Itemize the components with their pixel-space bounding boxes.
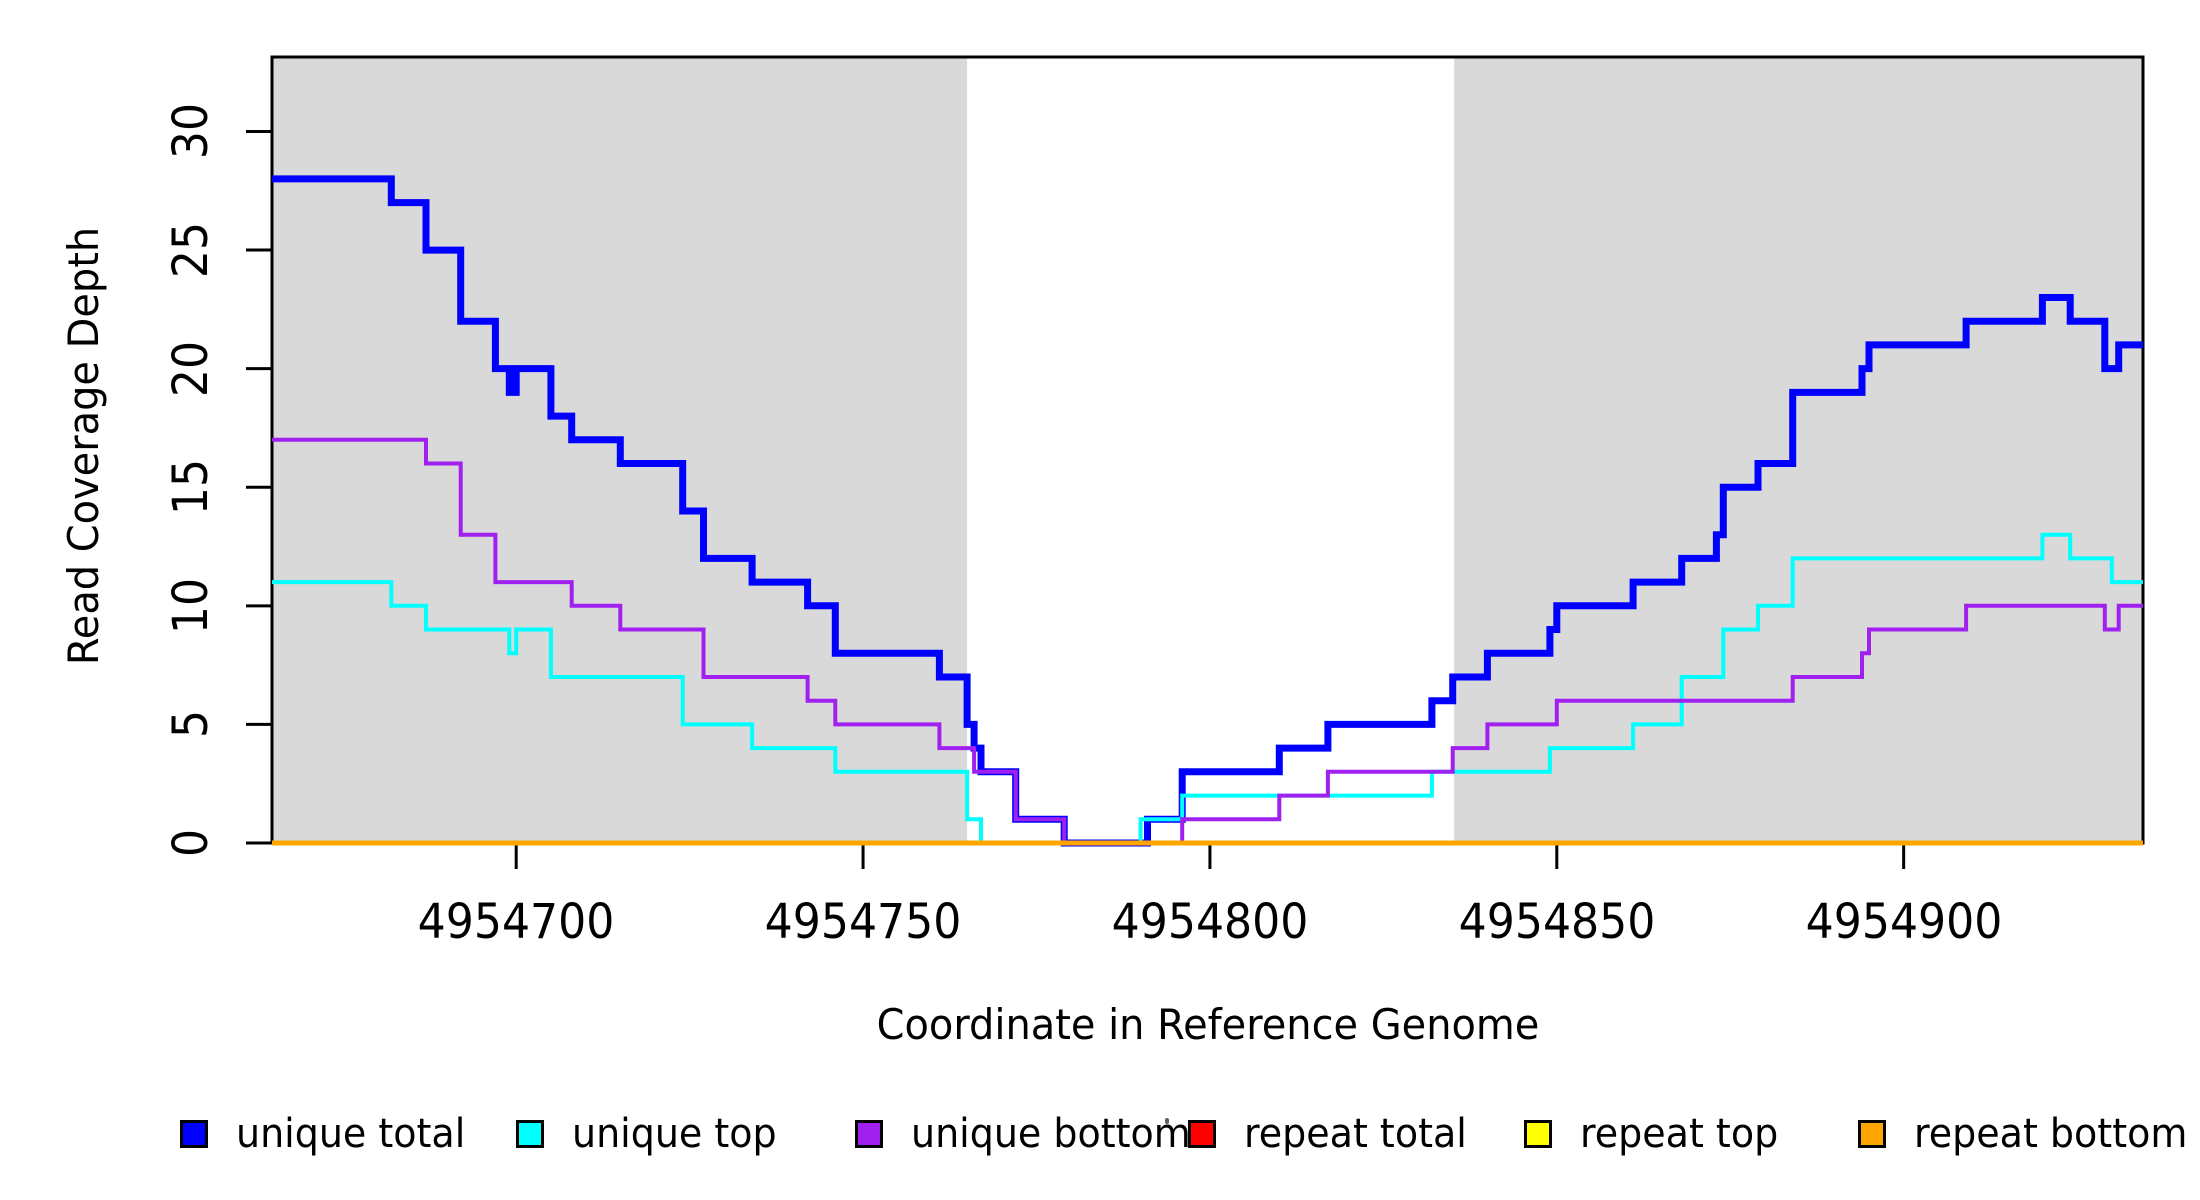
- y-tick-label: 25: [163, 221, 219, 279]
- legend-swatch-unique-bottom: [855, 1120, 883, 1148]
- y-tick-label: 10: [163, 577, 219, 634]
- x-tick-label: 4954700: [417, 894, 615, 950]
- legend-label: unique top: [572, 1111, 777, 1157]
- stray-mark: [1165, 1118, 1169, 1124]
- y-tick-label: 15: [163, 459, 219, 516]
- x-tick-label: 4954850: [1458, 894, 1656, 950]
- legend-swatch-unique-top: [516, 1120, 544, 1148]
- series-line-unique-top: [272, 532, 2143, 845]
- x-tick-label: 4954900: [1805, 894, 2002, 950]
- y-tick-label: 30: [163, 103, 219, 160]
- shaded-region-right: [1454, 57, 2143, 843]
- legend-label: repeat top: [1580, 1111, 1779, 1157]
- legend-label: unique bottom: [911, 1111, 1191, 1157]
- legend-swatch-repeat-total: [1188, 1120, 1216, 1148]
- legend-swatch-unique-total: [180, 1120, 208, 1148]
- x-tick-label: 4954750: [764, 894, 962, 950]
- legend-swatch-repeat-top: [1524, 1120, 1552, 1148]
- legend-swatch-repeat-bottom: [1858, 1120, 1886, 1148]
- legend-label: repeat bottom: [1914, 1111, 2188, 1157]
- y-tick-label: 20: [163, 340, 219, 397]
- y-tick-label: 5: [163, 710, 219, 739]
- x-tick-label: 4954800: [1111, 894, 1309, 950]
- legend-label: repeat total: [1244, 1111, 1467, 1157]
- y-axis-title: Read Coverage Depth: [59, 226, 108, 666]
- y-tick-label: 0: [163, 828, 219, 858]
- x-axis-title: Coordinate in Reference Genome: [876, 1000, 1540, 1049]
- legend-label: unique total: [236, 1111, 466, 1157]
